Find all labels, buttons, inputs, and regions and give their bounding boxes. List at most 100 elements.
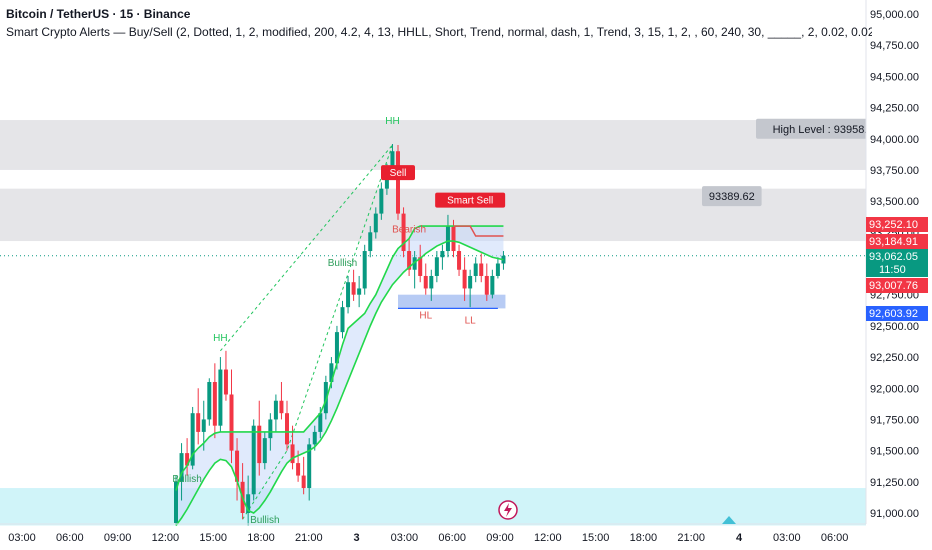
candle-body (207, 382, 212, 420)
alert-bolt-icon (504, 503, 512, 517)
time-tick-label: 3 (354, 532, 360, 544)
price-tick-label: 94,250.00 (870, 103, 919, 115)
price-tick-label: 94,000.00 (870, 134, 919, 146)
candle-body (273, 400, 278, 420)
time-tick-label: 03:00 (391, 532, 419, 544)
candle-body (451, 226, 456, 252)
swing-annotation: Bullish (250, 515, 279, 526)
candle-body (373, 213, 378, 233)
candle-body (440, 251, 445, 258)
price-axis-label-text: 92,603.92 (869, 308, 918, 320)
symbol-title: Bitcoin / TetherUS · 15 · Binance (6, 7, 191, 21)
price-axis-label-text: 93,062.05 (869, 251, 918, 263)
marker-triangle-icon (722, 516, 736, 524)
trend-line-1 (175, 225, 504, 491)
candle-body (268, 419, 273, 439)
swing-annotation: Bearish (392, 224, 426, 235)
level-callout-label: 93389.62 (709, 191, 755, 203)
swing-annotation: HH (213, 333, 227, 344)
candle-body (468, 275, 473, 289)
candle-body (401, 213, 406, 252)
time-tick-label: 09:00 (486, 532, 514, 544)
candle-body (412, 257, 417, 270)
candle-body (179, 453, 184, 482)
candle-body (379, 188, 384, 214)
trend-line-2 (175, 240, 504, 526)
zone-bottom-cyan (0, 488, 866, 526)
candle-body (196, 413, 201, 432)
candle-body (223, 369, 228, 395)
time-tick-label: 06:00 (56, 532, 84, 544)
candle-body (484, 275, 489, 295)
candle-body (185, 453, 190, 466)
time-tick-label: 15:00 (199, 532, 227, 544)
candle-body (201, 419, 206, 432)
swing-line (220, 144, 393, 352)
price-axis-label-text: 93,007.76 (869, 280, 918, 292)
sell-signal-label: Smart Sell (447, 196, 493, 207)
time-tick-label: 21:00 (295, 532, 323, 544)
candle-body (423, 275, 428, 289)
price-axis-label-text: 93,252.10 (869, 219, 918, 231)
price-axis-label (866, 278, 928, 293)
time-tick-label: 03:00 (8, 532, 36, 544)
candle-body (334, 332, 339, 364)
candle-body (434, 257, 439, 276)
time-tick-label: 21:00 (677, 532, 705, 544)
time-tick-label: 12:00 (152, 532, 180, 544)
level-callout-label: High Level : 93958.58 (773, 124, 880, 136)
sell-signal-box (381, 165, 415, 181)
candle-body (490, 275, 495, 295)
candle-body (396, 151, 400, 214)
indicator-title: Smart Crypto Alerts — Buy/Sell (2, Dotte… (6, 25, 872, 39)
price-tick-label: 91,000.00 (870, 508, 919, 520)
price-axis-label-text: 93,184.91 (869, 236, 918, 248)
candle-body (257, 425, 262, 464)
resistance-line (453, 225, 504, 237)
swing-annotation: HL (419, 310, 432, 321)
swing-annotation: HH (385, 116, 399, 127)
candle-body (346, 282, 351, 308)
swing-annotation: Bullish (172, 474, 201, 485)
candle-body (279, 400, 284, 414)
time-tick-label: 18:00 (630, 532, 658, 544)
candle-body (312, 431, 317, 445)
candle-body (251, 425, 256, 495)
time-tick-label: 4 (736, 532, 743, 544)
price-tick-label: 93,750.00 (870, 165, 919, 177)
candle-body (190, 413, 195, 466)
candle-body (285, 413, 289, 445)
price-tick-label: 92,250.00 (870, 352, 919, 364)
candle-body (235, 450, 240, 482)
time-tick-label: 06:00 (438, 532, 466, 544)
candle-body (368, 232, 373, 252)
candle-body (462, 269, 467, 289)
price-tick-label: 91,250.00 (870, 477, 919, 489)
candle-body (246, 494, 251, 513)
swing-annotation: Bullish (328, 258, 357, 269)
time-tick-label: 06:00 (821, 532, 849, 544)
price-tick-label: 95,000.00 (870, 9, 919, 21)
price-tick-label: 93,500.00 (870, 196, 919, 208)
candle-body (390, 151, 395, 170)
time-tick-label: 18:00 (247, 532, 275, 544)
level-callout (702, 186, 762, 207)
sell-signal-box (435, 192, 506, 208)
candle-body (357, 288, 362, 295)
price-tick-label: 92,500.00 (870, 321, 919, 333)
price-axis-label (866, 249, 928, 277)
price-axis-label (866, 306, 928, 321)
candle-body (479, 263, 484, 276)
candle-body (262, 438, 267, 464)
level-callout (756, 118, 897, 139)
price-tick-label: 92,000.00 (870, 383, 919, 395)
candle-body (457, 251, 462, 270)
candle-body (174, 481, 178, 523)
candle-body (296, 463, 301, 476)
candle-body (307, 444, 312, 489)
zone-upper-gray (0, 120, 866, 170)
time-tick-label: 09:00 (104, 532, 132, 544)
swing-annotation: LL (465, 315, 477, 326)
price-axis-label-countdown: 11:50 (879, 264, 906, 276)
